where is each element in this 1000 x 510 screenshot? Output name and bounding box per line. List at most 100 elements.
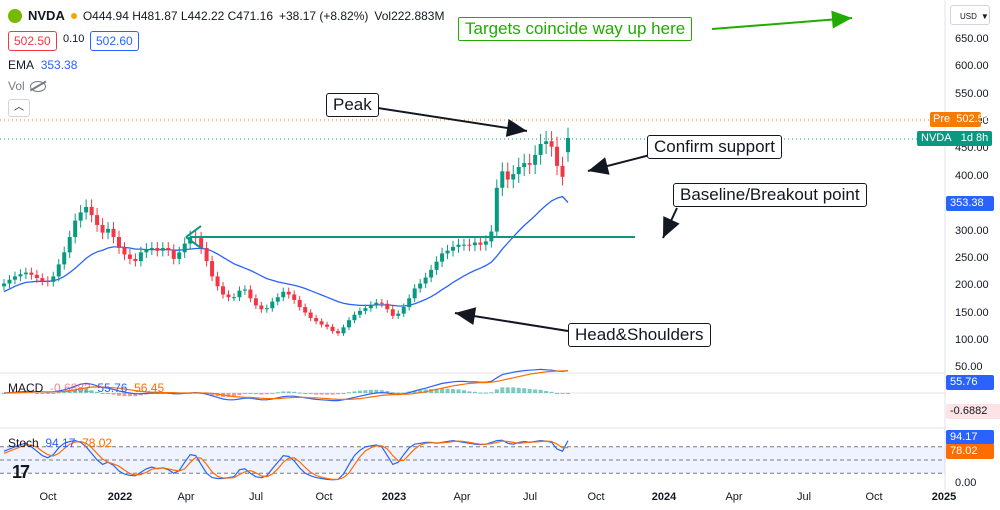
badge-symbol: NVDA xyxy=(921,132,952,144)
stoch-d-badge: 78.02 xyxy=(946,444,994,459)
macd-histogram-bar xyxy=(341,393,346,394)
macd-histogram-bar xyxy=(242,393,247,394)
macd-histogram-bar xyxy=(505,387,510,393)
macd-histogram-bar xyxy=(478,392,483,394)
candle-body xyxy=(494,187,499,232)
chevron-down-icon: ▼ xyxy=(980,12,989,21)
candle-body xyxy=(18,274,23,277)
time-axis-tick: 2024 xyxy=(651,491,677,503)
macd-histogram-bar xyxy=(368,389,373,393)
macd-histogram-bar xyxy=(467,391,472,393)
candle-body xyxy=(155,247,160,251)
candle-body xyxy=(111,228,116,238)
macd-histogram-bar xyxy=(522,388,527,393)
macd-histogram-bar xyxy=(297,392,302,394)
macd-histogram-bar xyxy=(489,392,494,394)
candle-body xyxy=(286,291,291,295)
candle-body xyxy=(23,272,28,275)
macd-histogram-bar xyxy=(516,387,521,393)
macd-histogram-bar xyxy=(533,389,538,393)
time-axis-tick: Jul xyxy=(522,491,538,503)
stoch-d-value: 78.02 xyxy=(82,436,113,450)
macd-histogram-bar xyxy=(566,393,570,394)
price-axis-tick: 250.00 xyxy=(955,251,989,264)
baseline-annotation: Baseline/Breakout point xyxy=(673,183,867,207)
macd-histogram-bar xyxy=(116,393,121,396)
collapse-legend-button[interactable]: ︿ xyxy=(8,99,30,117)
candle-body xyxy=(461,244,466,246)
macd-histogram-bar xyxy=(56,392,61,394)
macd-signal-line xyxy=(4,370,569,400)
volume-legend[interactable]: Vol xyxy=(8,79,46,93)
volume-value: Vol222.883M xyxy=(374,8,445,23)
macd-histogram-bar xyxy=(40,393,45,394)
price-axis-tick: 400.00 xyxy=(955,169,989,182)
macd-histogram-bar xyxy=(451,389,456,393)
breakout-arrowhead xyxy=(185,225,202,249)
hidden-eye-icon[interactable] xyxy=(29,81,46,93)
macd-histogram-bar xyxy=(270,393,275,394)
candle-body xyxy=(407,298,412,308)
time-axis-tick: 2022 xyxy=(107,491,133,503)
stoch-label: Stoch xyxy=(8,436,39,450)
candle-body xyxy=(412,288,417,299)
macd-legend[interactable]: MACD -0.6882 55.76 56.45 xyxy=(8,381,164,395)
candle-body xyxy=(429,269,434,278)
nvidia-logo-icon xyxy=(8,8,22,23)
stoch-k-value: 94.17 xyxy=(45,436,76,450)
candle-body xyxy=(440,253,445,262)
macd-histogram-bar xyxy=(253,393,258,395)
sell-button[interactable]: 502.50 xyxy=(8,31,57,51)
price-axis-tick: 150.00 xyxy=(955,306,989,319)
candle-body xyxy=(166,247,171,251)
candle-body xyxy=(478,242,483,245)
tradingview-logo[interactable]: 17 xyxy=(12,462,30,482)
ema-legend[interactable]: EMA 353.38 xyxy=(8,58,77,72)
macd-histogram-bar xyxy=(549,391,554,393)
candle-body xyxy=(434,261,439,270)
symbol-name[interactable]: NVDA xyxy=(28,8,65,23)
macd-histogram-bar xyxy=(396,392,401,394)
market-status-icon[interactable] xyxy=(70,12,77,19)
macd-histogram-bar xyxy=(127,393,132,397)
buy-button[interactable]: 502.60 xyxy=(90,31,139,51)
macd-histogram-bar xyxy=(374,389,379,393)
macd-histogram-bar xyxy=(226,393,231,397)
macd-histogram-bar xyxy=(106,393,111,394)
time-axis-tick: 2025 xyxy=(931,491,957,503)
macd-histogram-bar xyxy=(538,389,543,393)
candle-body xyxy=(7,279,12,284)
macd-histogram-bar xyxy=(472,391,477,393)
price-axis-tick: 300.00 xyxy=(955,224,989,237)
candle-body xyxy=(472,242,477,246)
macd-histogram-bar xyxy=(511,387,516,393)
candle-body xyxy=(106,228,111,233)
macd-histogram-bar xyxy=(379,390,384,393)
price-axis-tick: 600.00 xyxy=(955,60,989,73)
head-shoulders-annotation: Head&Shoulders xyxy=(568,323,711,347)
time-axis-tick: Oct xyxy=(587,491,605,503)
macd-histogram-bar xyxy=(357,390,362,393)
currency-selector[interactable]: USD ▼ xyxy=(950,5,990,25)
candle-body xyxy=(336,331,341,334)
candle-body xyxy=(390,309,395,316)
macd-histogram-bar xyxy=(51,393,56,394)
macd-histogram-bar xyxy=(292,391,297,393)
macd-histogram-bar xyxy=(308,393,313,394)
macd-histogram-bar xyxy=(111,393,116,395)
macd-histogram-bar xyxy=(259,393,264,395)
candle-body xyxy=(445,250,450,254)
macd-signal-value: 56.45 xyxy=(134,381,165,395)
macd-histogram-bar xyxy=(336,393,341,395)
candle-body xyxy=(204,247,209,262)
macd-histogram-bar xyxy=(418,389,423,393)
change-value: +38.17 (+8.82%) xyxy=(279,8,369,23)
stoch-legend[interactable]: Stoch 94.17 78.02 xyxy=(8,436,112,450)
candle-body xyxy=(171,250,176,259)
candle-body xyxy=(544,141,549,144)
candle-body xyxy=(34,274,39,279)
candle-body xyxy=(330,326,335,332)
candle-body xyxy=(210,261,215,277)
candle-body xyxy=(385,303,390,310)
